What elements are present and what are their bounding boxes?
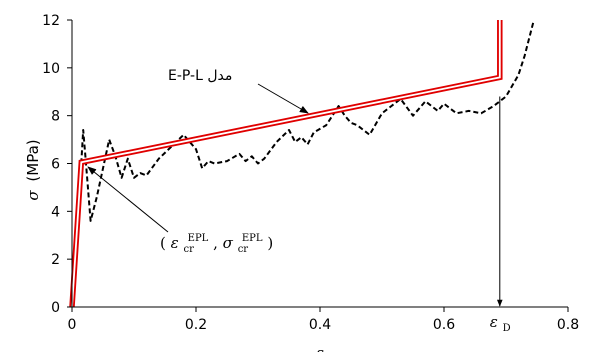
critical-open: ( — [160, 234, 166, 252]
model-label: E-P-L مدل — [168, 68, 232, 84]
model-line-inner — [71, 20, 501, 308]
critical-comma: , — [213, 234, 218, 252]
x-tick-label: 0.2 — [185, 317, 207, 333]
y-tick-label: 10 — [42, 61, 60, 77]
critical-eps-sub: cr — [183, 244, 194, 255]
critical-sig-sup: EPL — [242, 233, 263, 244]
experimental-line — [71, 19, 535, 308]
axes — [71, 20, 568, 308]
y-tick-label: 4 — [51, 204, 60, 220]
y-axis-symbol: σ — [24, 190, 42, 201]
critical-eps-symbol: ε — [171, 234, 179, 252]
critical-close: ) — [267, 234, 273, 252]
critical-point-label: ( ε cr EPL , σ cr EPL ) — [160, 227, 273, 256]
plot-series — [69, 19, 535, 308]
x-tick-label: 0.4 — [309, 317, 331, 333]
epsilon-d-label: ε D — [490, 313, 511, 334]
x-tick-label: 0.6 — [433, 317, 455, 333]
y-tick-label: 0 — [51, 300, 60, 316]
y-tick-label: 6 — [51, 157, 60, 173]
y-axis-unit: (MPa) — [24, 139, 42, 181]
ticks: 0 0.2 0.4 0.6 0.8 0 2 4 6 8 10 12 — [42, 13, 579, 333]
y-tick-label: 8 — [51, 109, 60, 125]
x-tick-label: 0 — [68, 317, 77, 333]
x-tick-label: 0.8 — [557, 317, 579, 333]
critical-point-arrow — [87, 166, 169, 233]
epsilon-d-sub: D — [503, 323, 511, 334]
y-axis-title: σ (MPa) — [24, 139, 42, 200]
critical-sig-sub: cr — [238, 244, 249, 255]
epsilon-d-symbol: ε — [490, 313, 498, 331]
x-axis-title: ε — [316, 344, 324, 352]
critical-sig-symbol: σ — [223, 234, 234, 252]
model-label-arrow — [257, 83, 309, 114]
critical-eps-sup: EPL — [188, 233, 209, 244]
y-tick-label: 2 — [51, 252, 60, 268]
model-line-outer — [69, 20, 503, 308]
y-tick-label: 12 — [42, 13, 60, 29]
